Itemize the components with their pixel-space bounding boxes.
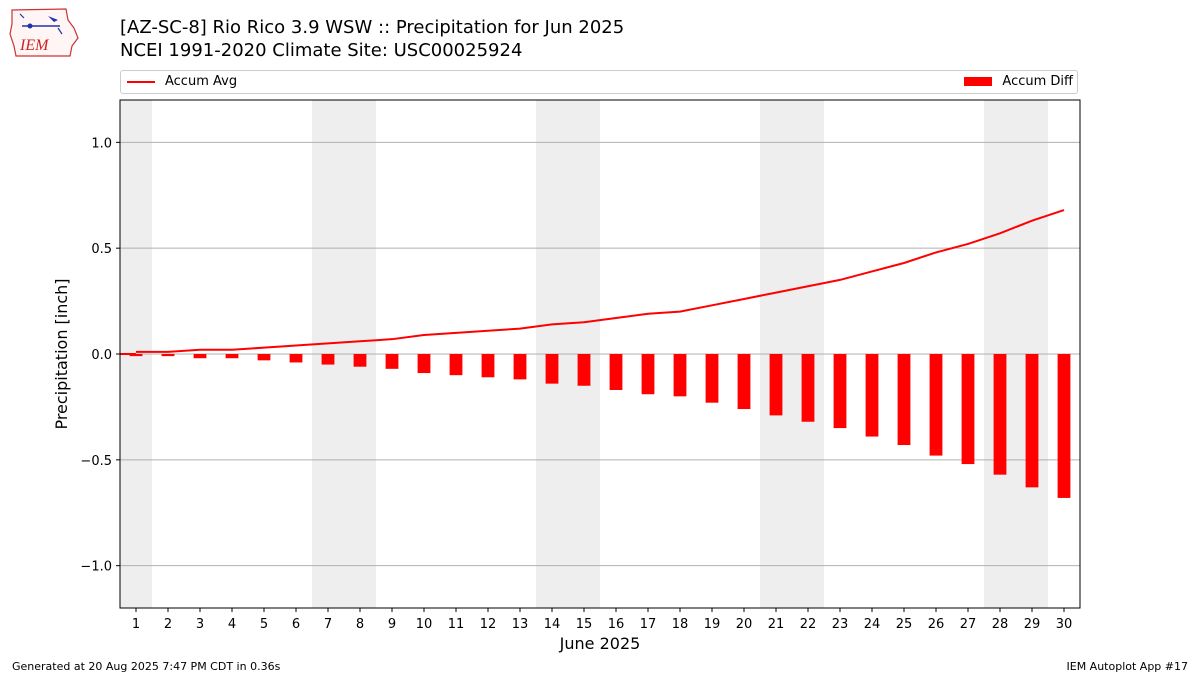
bar-accum-diff-day-1	[129, 354, 143, 357]
bar-accum-diff-day-30	[1057, 354, 1071, 498]
bar-accum-diff-day-24	[865, 354, 879, 437]
x-tick-label: 3	[196, 617, 204, 632]
bar-accum-diff-day-10	[417, 354, 431, 374]
chart-subtitle: NCEI 1991-2020 Climate Site: USC00025924	[120, 40, 523, 61]
x-tick-label: 21	[768, 617, 785, 632]
x-tick-label: 12	[480, 617, 497, 632]
chart-title: [AZ-SC-8] Rio Rico 3.9 WSW :: Precipitat…	[120, 17, 625, 38]
bar-accum-diff-day-29	[1025, 354, 1039, 488]
bar-accum-diff-day-27	[961, 354, 975, 465]
bar-accum-diff-day-22	[801, 354, 815, 422]
x-tick-label: 19	[704, 617, 721, 632]
bar-accum-diff-day-2	[161, 354, 175, 357]
x-tick-label: 22	[800, 617, 817, 632]
bar-accum-diff-day-3	[193, 354, 207, 359]
bar-accum-diff-day-18	[673, 354, 687, 397]
y-tick-label: 0.5	[91, 242, 112, 257]
x-tick-label: 30	[1056, 617, 1073, 632]
y-tick-label: −1.0	[80, 560, 112, 575]
x-tick-label: 26	[928, 617, 945, 632]
bar-accum-diff-day-5	[257, 354, 271, 361]
legend-label-accum-avg: Accum Avg	[165, 74, 238, 89]
bar-accum-diff-day-12	[481, 354, 495, 378]
x-tick-label: 1	[132, 617, 140, 632]
x-axis-label: June 2025	[559, 634, 641, 653]
weekend-band	[1016, 100, 1048, 608]
bar-accum-diff-day-20	[737, 354, 751, 410]
bar-accum-diff-day-17	[641, 354, 655, 395]
app-label: IEM Autoplot App #17	[1066, 660, 1189, 673]
x-tick-label: 8	[356, 617, 364, 632]
x-tick-label: 14	[544, 617, 561, 632]
bar-accum-diff-day-25	[897, 354, 911, 446]
x-tick-label: 10	[416, 617, 433, 632]
plot-frame	[119, 99, 1081, 609]
weekend-band	[536, 100, 568, 608]
weekend-band	[120, 100, 152, 608]
x-tick-label: 18	[672, 617, 689, 632]
bar-accum-diff-day-8	[353, 354, 367, 367]
bar-accum-diff-day-13	[513, 354, 527, 380]
x-tick-label: 6	[292, 617, 300, 632]
legend-item-accum-avg: Accum Avg	[127, 74, 237, 89]
x-tick-label: 25	[896, 617, 913, 632]
weekend-band	[344, 100, 376, 608]
bar-accum-diff-day-4	[225, 354, 239, 359]
x-tick-label: 17	[640, 617, 657, 632]
x-tick-label: 7	[324, 617, 332, 632]
x-tick-label: 11	[448, 617, 465, 632]
x-tick-label: 23	[832, 617, 849, 632]
bar-accum-diff-day-14	[545, 354, 559, 384]
bar-accum-diff-day-28	[993, 354, 1007, 475]
y-tick-label: −0.5	[80, 454, 112, 469]
bar-accum-diff-day-23	[833, 354, 847, 429]
weekend-band	[312, 100, 344, 608]
legend-label-accum-diff: Accum Diff	[1002, 74, 1073, 89]
generated-timestamp: Generated at 20 Aug 2025 7:47 PM CDT in …	[12, 660, 281, 673]
x-tick-label: 29	[1024, 617, 1041, 632]
bar-accum-diff-day-9	[385, 354, 399, 369]
x-tick-label: 15	[576, 617, 593, 632]
weekend-band	[760, 100, 792, 608]
weekend-band	[984, 100, 1016, 608]
bar-accum-diff-day-15	[577, 354, 591, 386]
bar-accum-diff-day-26	[929, 354, 943, 456]
bar-accum-diff-day-11	[449, 354, 463, 376]
x-tick-label: 9	[388, 617, 396, 632]
weekend-band	[568, 100, 600, 608]
y-tick-label: 1.0	[91, 136, 112, 151]
weekend-band	[792, 100, 824, 608]
x-tick-label: 20	[736, 617, 753, 632]
x-tick-label: 5	[260, 617, 268, 632]
x-tick-label: 24	[864, 617, 881, 632]
x-tick-label: 27	[960, 617, 977, 632]
bar-accum-diff-day-21	[769, 354, 783, 416]
x-tick-label: 16	[608, 617, 625, 632]
y-axis-label: Precipitation [inch]	[52, 278, 71, 429]
bar-accum-diff-day-16	[609, 354, 623, 390]
x-tick-label: 28	[992, 617, 1009, 632]
x-tick-label: 2	[164, 617, 172, 632]
x-tick-label: 4	[228, 617, 236, 632]
iem-logo: IEM	[9, 8, 79, 57]
y-tick-label: 0.0	[91, 348, 112, 363]
legend-item-accum-diff: Accum Diff	[964, 74, 1073, 89]
bar-accum-diff-day-19	[705, 354, 719, 403]
legend-line-swatch	[127, 80, 155, 83]
logo-text: IEM	[19, 37, 50, 54]
bar-accum-diff-day-7	[321, 354, 335, 365]
legend-bar-swatch	[964, 77, 993, 86]
bar-accum-diff-day-6	[289, 354, 303, 363]
chart-legend: Accum Avg Accum Diff	[120, 70, 1078, 94]
line-accum-avg	[136, 209, 1065, 353]
x-tick-label: 13	[512, 617, 529, 632]
